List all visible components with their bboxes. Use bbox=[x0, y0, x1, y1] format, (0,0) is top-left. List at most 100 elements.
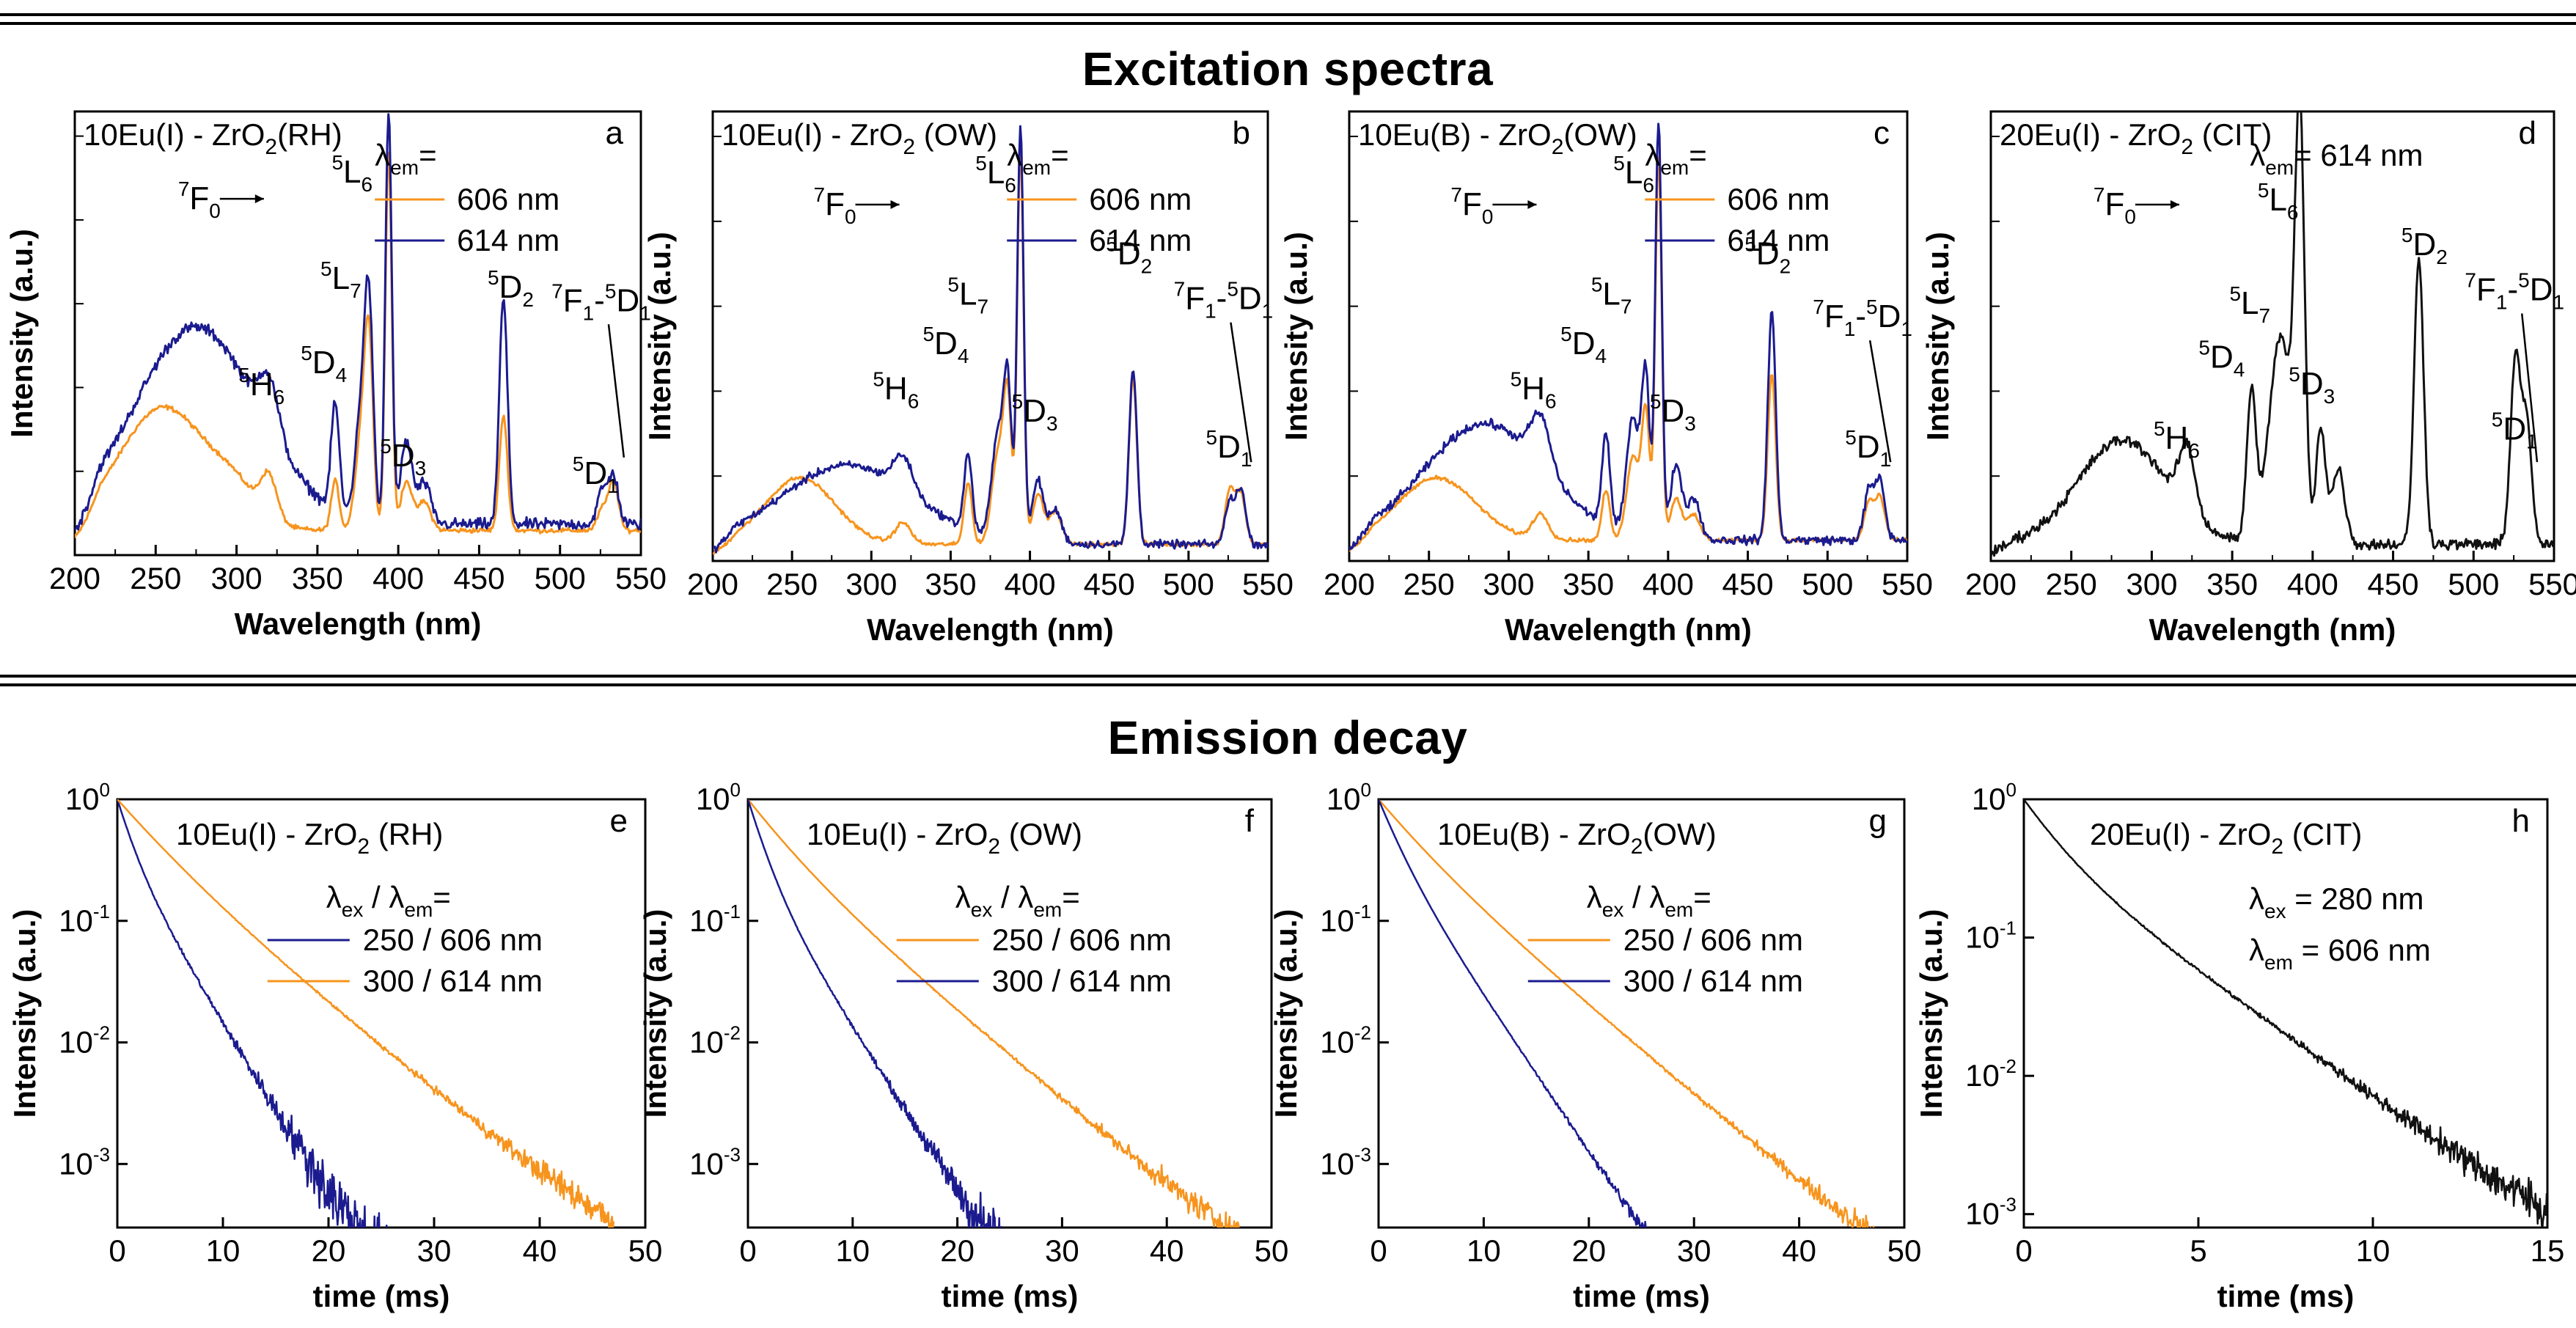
transition-label: 5D1 bbox=[1845, 426, 1891, 471]
series-line-blue bbox=[1349, 122, 1907, 551]
ann-main: D bbox=[392, 438, 415, 474]
ann-sub: 1 bbox=[1262, 300, 1274, 323]
tick-base: 10 bbox=[689, 1025, 724, 1060]
sample-main: 20Eu(I) - ZrO bbox=[2090, 817, 2271, 851]
sample-label: 10Eu(I) - ZrO2 (OW) bbox=[722, 117, 997, 159]
ann-dash: - bbox=[1855, 298, 1866, 334]
ann-sub: 7 bbox=[1621, 296, 1632, 318]
tick-base: 10 bbox=[1320, 903, 1354, 938]
legend: λem= 606 nm 614 nm bbox=[1645, 138, 1830, 257]
ann-sub: 6 bbox=[1005, 174, 1016, 197]
ann-sub: 6 bbox=[2287, 201, 2299, 224]
sample-label: 10Eu(I) - ZrO2 (OW) bbox=[807, 817, 1082, 859]
tick-base: 10 bbox=[1965, 1197, 2000, 1231]
ann-sup: 5 bbox=[301, 342, 312, 364]
legend-sub: em bbox=[390, 156, 419, 179]
ann-sub: 6 bbox=[362, 173, 373, 196]
ann-sub: 6 bbox=[274, 386, 285, 408]
sample-main: 10Eu(I) - ZrO bbox=[84, 117, 265, 152]
ann-sup: 5 bbox=[238, 364, 250, 386]
legend-entry-label: 300 / 614 nm bbox=[992, 964, 1172, 998]
y-axis-title: Intensity (a.u.) bbox=[642, 232, 677, 441]
legend: λem= 606 nm 614 nm bbox=[1007, 138, 1192, 257]
x-tick-label: 550 bbox=[1882, 567, 1933, 601]
y-axis-title: Intensity (a.u.) bbox=[1279, 232, 1313, 441]
x-tick-label: 200 bbox=[1965, 567, 2017, 601]
ann-sub: 4 bbox=[2234, 358, 2245, 381]
sample-sub: 2 bbox=[903, 135, 915, 159]
transition-label: 5D3 bbox=[1012, 390, 1058, 435]
sample-label: 10Eu(B) - ZrO2(OW) bbox=[1437, 817, 1717, 859]
sample-main: 10Eu(I) - ZrO bbox=[722, 117, 903, 152]
ann-sub: 4 bbox=[336, 364, 348, 386]
x-tick-label: 200 bbox=[687, 567, 738, 601]
legend-line: λex = 280 nm bbox=[2249, 881, 2424, 922]
x-axis-title: Wavelength (nm) bbox=[2149, 612, 2396, 647]
x-tick-label: 500 bbox=[1163, 567, 1214, 601]
legend-lambda: λ bbox=[1587, 880, 1602, 914]
ann-sup: 5 bbox=[975, 152, 987, 175]
series-line-blue bbox=[748, 799, 1003, 1228]
transition-label: 7F0 bbox=[178, 177, 221, 222]
transition-label: 5D2 bbox=[2401, 224, 2448, 268]
y-tick-label: 10-2 bbox=[1965, 1055, 2017, 1093]
arrow-down-icon bbox=[607, 324, 625, 458]
legend-sub: ex bbox=[2264, 900, 2286, 922]
x-axis-title: time (ms) bbox=[313, 1279, 450, 1313]
ann-sup: 5 bbox=[320, 257, 332, 280]
x-tick-label: 550 bbox=[2528, 567, 2576, 601]
x-axis-title: time (ms) bbox=[2217, 1279, 2355, 1313]
series-line-blue bbox=[75, 113, 641, 531]
ann-main: D bbox=[312, 345, 336, 381]
y-tick-label: 10-2 bbox=[59, 1022, 110, 1060]
ann-sub: 2 bbox=[2436, 246, 2448, 268]
y-tick-label: 100 bbox=[65, 779, 110, 816]
legend: λem= 614 nm bbox=[2250, 138, 2423, 179]
x-tick-label: 550 bbox=[615, 561, 667, 595]
tick-base: 10 bbox=[59, 1146, 93, 1181]
transition-label: 5L7 bbox=[947, 274, 988, 318]
x-tick-label: 30 bbox=[1045, 1233, 1079, 1268]
legend-lambda: λ bbox=[2249, 881, 2264, 916]
transition-label: 5D1 bbox=[573, 452, 619, 497]
ann-sub: 1 bbox=[607, 474, 619, 497]
legend-lambda: λ bbox=[326, 880, 342, 914]
ann-sup: 5 bbox=[2289, 363, 2300, 386]
x-tick-label: 200 bbox=[49, 561, 100, 595]
ann-main: F bbox=[1185, 281, 1205, 317]
series-line-orange bbox=[748, 799, 1240, 1228]
plot-frame bbox=[1377, 798, 1906, 1229]
transition-label: 7F1-5D1 bbox=[551, 279, 651, 324]
legend-entry-label: 606 nm bbox=[1089, 182, 1192, 216]
ann-main: D bbox=[1878, 298, 1901, 334]
series-line-orange bbox=[117, 799, 615, 1228]
ann-sub: 0 bbox=[2124, 205, 2136, 228]
ann-sup: 5 bbox=[488, 266, 499, 289]
legend-tail: = bbox=[433, 880, 451, 914]
y-tick-label: 10-2 bbox=[1320, 1022, 1371, 1060]
ann-sup: 5 bbox=[1845, 426, 1857, 449]
ann-sup: 5 bbox=[605, 279, 617, 302]
transition-label: 5H6 bbox=[2154, 417, 2200, 462]
ann-main: D bbox=[2503, 411, 2526, 447]
ann-sub: 3 bbox=[1046, 412, 1058, 435]
ann-main: F bbox=[825, 186, 845, 222]
sample-label: 10Eu(I) - ZrO2 (RH) bbox=[176, 817, 443, 859]
y-axis-title: Intensity (a.u.) bbox=[1914, 909, 1948, 1118]
transition-label: 5D4 bbox=[301, 342, 347, 386]
tick-base: 10 bbox=[1320, 1025, 1354, 1060]
tick-base: 10 bbox=[1965, 1058, 2000, 1093]
legend-title: λem= 614 nm bbox=[2250, 138, 2423, 179]
transition-label: 5L6 bbox=[2258, 179, 2299, 224]
x-axis-title: Wavelength (nm) bbox=[1505, 612, 1752, 647]
legend-sub: ex bbox=[971, 898, 993, 921]
series-line-orange bbox=[75, 151, 641, 538]
tick-base: 10 bbox=[1972, 782, 2006, 816]
tick-base: 10 bbox=[689, 903, 724, 938]
ann-main: D bbox=[2210, 339, 2234, 375]
ann-main: D bbox=[1661, 393, 1684, 429]
legend-title: λem= bbox=[1645, 138, 1706, 179]
panel-letter: e bbox=[610, 803, 628, 839]
